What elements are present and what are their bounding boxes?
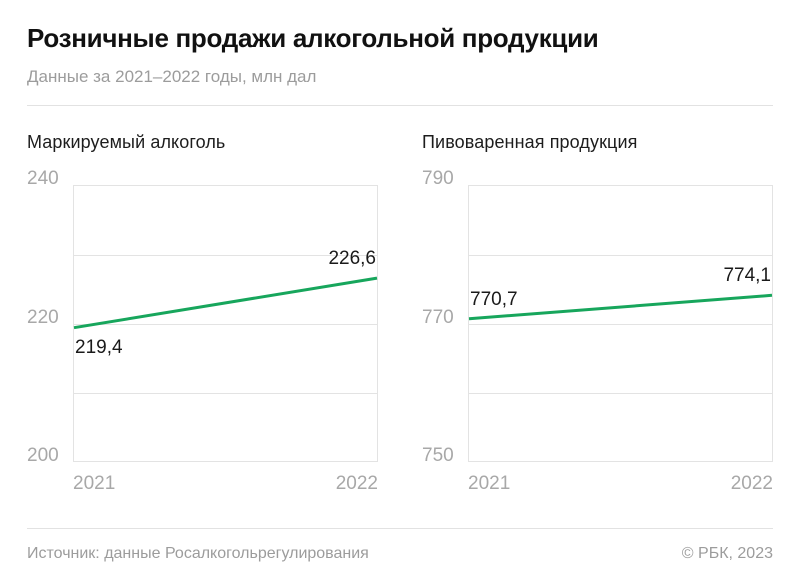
chart-plot-wrapper: 240 220 200 219,4 226,6 [27,169,378,467]
x-axis-tick: 2021 [73,473,116,495]
x-axis: 2021 2022 [73,473,378,495]
copyright: © РБК, 2023 [681,545,773,563]
data-label-end: 226,6 [328,248,376,270]
data-label-start: 770,7 [470,288,518,310]
y-axis-tick: 200 [27,445,59,467]
plot-area: 219,4 226,6 [73,185,378,463]
x-axis-tick: 2021 [468,473,511,495]
page-title: Розничные продажи алкогольной продукции [27,23,599,53]
trend-line [469,186,772,461]
gridline [74,255,377,257]
chart-plot-wrapper: 790 770 750 770,7 774,1 [422,169,773,467]
header-divider [27,105,773,107]
chart-marked-alcohol: Маркируемый алкоголь 240 220 200 219,4 2… [27,132,378,495]
source-note: Источник: данные Росалкогольрегулировани… [27,545,369,563]
x-axis-tick: 2022 [730,473,773,495]
page-subtitle: Данные за 2021–2022 годы, млн дал [27,67,317,87]
y-axis-tick: 220 [27,306,59,328]
data-label-start: 219,4 [75,336,123,358]
gridline [469,392,772,394]
charts-row: Маркируемый алкоголь 240 220 200 219,4 2… [27,132,773,495]
x-axis-tick: 2022 [335,473,378,495]
data-label-end: 774,1 [723,265,771,287]
y-axis-tick: 240 [27,168,59,190]
chart-title: Пивоваренная продукция [422,132,638,153]
y-axis-tick: 790 [422,168,454,190]
plot-area: 770,7 774,1 [468,185,773,463]
y-axis-tick: 770 [422,306,454,328]
footer: Источник: данные Росалкогольрегулировани… [27,545,773,563]
chart-title: Маркируемый алкоголь [27,132,226,153]
gridline [74,392,377,394]
chart-beer-products: Пивоваренная продукция 790 770 750 770,7… [422,132,773,495]
gridline [469,323,772,325]
gridline [74,323,377,325]
gridline [469,255,772,257]
y-axis-tick: 750 [422,445,454,467]
footer-divider [27,528,773,530]
x-axis: 2021 2022 [468,473,773,495]
trend-line [74,186,377,461]
